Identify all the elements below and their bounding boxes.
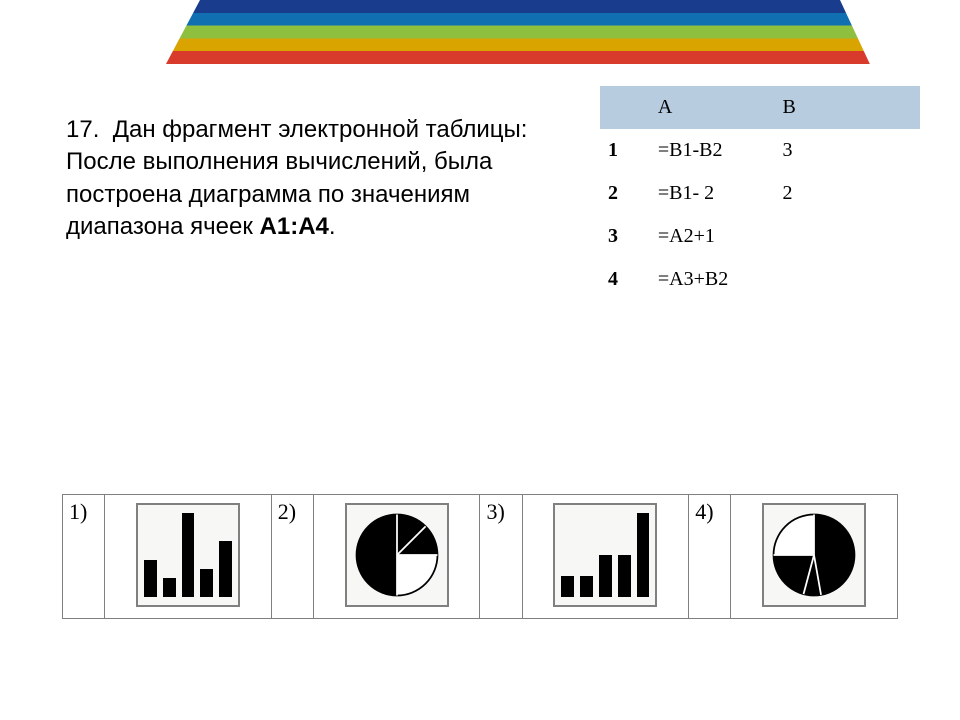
bar — [637, 513, 650, 597]
sheet-cell-b: 3 — [775, 129, 858, 172]
option-chart-cell — [105, 495, 272, 619]
option-chart-cell — [313, 495, 480, 619]
sheet-header-row: A B — [600, 86, 920, 129]
spreadsheet-table: A B 1 =B1-B2 3 2 =B1- 2 2 3 =A2+1 — [600, 86, 920, 301]
options-table: 1) 2) 3) 4) — [62, 494, 898, 619]
sheet-cell-b — [775, 258, 858, 301]
pie-chart-2 — [345, 503, 449, 607]
sheet-header-b: B — [775, 86, 858, 129]
banner-skew-right — [840, 0, 960, 64]
bar — [182, 513, 195, 597]
sheet-header-tail — [858, 86, 920, 129]
bar — [144, 560, 157, 597]
bar — [561, 576, 574, 597]
question-range: A1:A4 — [260, 213, 329, 240]
sheet-cell-b — [775, 215, 858, 258]
sheet-row: 4 =A3+B2 — [600, 258, 920, 301]
sheet-row: 3 =A2+1 — [600, 215, 920, 258]
bar — [163, 578, 176, 597]
option-label: 2) — [271, 495, 313, 619]
question-period: . — [329, 213, 336, 240]
sheet-cell-b: 2 — [775, 172, 858, 215]
bar — [599, 555, 612, 597]
top-banner — [0, 0, 960, 64]
banner-skew-left — [0, 0, 200, 64]
bar-chart-1 — [136, 503, 240, 607]
sheet-row: 2 =B1- 2 2 — [600, 172, 920, 215]
sheet-rownum: 4 — [600, 258, 650, 301]
sheet-cell-a: =A2+1 — [650, 215, 775, 258]
sheet-header-blank — [600, 86, 650, 129]
options-row: 1) 2) 3) 4) — [62, 494, 898, 619]
option-label: 3) — [480, 495, 522, 619]
option-chart-cell — [522, 495, 689, 619]
bar — [219, 541, 232, 597]
sheet-cell-tail — [858, 215, 920, 258]
option-label: 4) — [689, 495, 731, 619]
sheet-cell-a: =B1- 2 — [650, 172, 775, 215]
bar — [580, 576, 593, 597]
sheet-cell-a: =A3+B2 — [650, 258, 775, 301]
option-chart-cell — [731, 495, 898, 619]
sheet-cell-tail — [858, 172, 920, 215]
option-label: 1) — [63, 495, 105, 619]
bar — [618, 555, 631, 597]
question-number: 17. — [66, 116, 99, 143]
sheet-cell-tail — [858, 258, 920, 301]
question-text: 17. Дан фрагмент электронной таблицы: По… — [66, 114, 586, 244]
sheet-row: 1 =B1-B2 3 — [600, 129, 920, 172]
bar — [200, 569, 213, 597]
sheet-cell-a: =B1-B2 — [650, 129, 775, 172]
sheet-rownum: 1 — [600, 129, 650, 172]
sheet-cell-tail — [858, 129, 920, 172]
sheet-header-a: A — [650, 86, 775, 129]
sheet-rownum: 3 — [600, 215, 650, 258]
sheet-rownum: 2 — [600, 172, 650, 215]
bar-chart-3 — [553, 503, 657, 607]
content-area: 17. Дан фрагмент электронной таблицы: По… — [0, 64, 960, 244]
pie-chart-4 — [762, 503, 866, 607]
question-line1: Дан фрагмент электронной таблицы: — [113, 116, 528, 143]
